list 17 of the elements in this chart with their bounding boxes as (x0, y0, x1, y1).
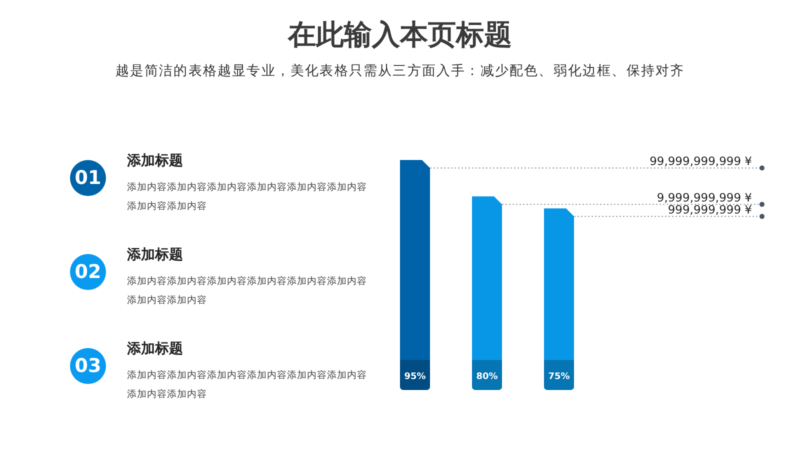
chart-subtitle: 越是简洁的表格越显专业，美化表格只需从三方面入手：减少配色、弱化边框、保持对齐 (114, 62, 686, 80)
text: 添加标题 (127, 340, 183, 358)
text: 添加内容添加内容添加内容添加内容添加内容添加内容添加内容添加内容 (127, 275, 368, 308)
text: 添加内容添加内容添加内容添加内容添加内容添加内容添加内容添加内容 (127, 369, 368, 402)
text: 9,999,999,999 ¥ (656, 190, 752, 204)
data-label: 95% (404, 372, 426, 382)
text: 添加标题 (127, 152, 183, 170)
text: 999,999,999 ¥ (668, 202, 752, 216)
text: 99,999,999,999 ¥ (650, 154, 752, 168)
text: 添加内容添加内容添加内容添加内容添加内容添加内容添加内容添加内容 (127, 181, 368, 214)
circle-badge: 03 (70, 348, 106, 384)
circle-badge: 02 (70, 254, 106, 290)
circle-badge: 01 (70, 160, 106, 196)
data-label: 80% (476, 372, 498, 382)
chart-title: 在此输入本页标题 (286, 17, 513, 53)
text: 添加标题 (127, 246, 183, 264)
data-label: 75% (548, 372, 570, 382)
